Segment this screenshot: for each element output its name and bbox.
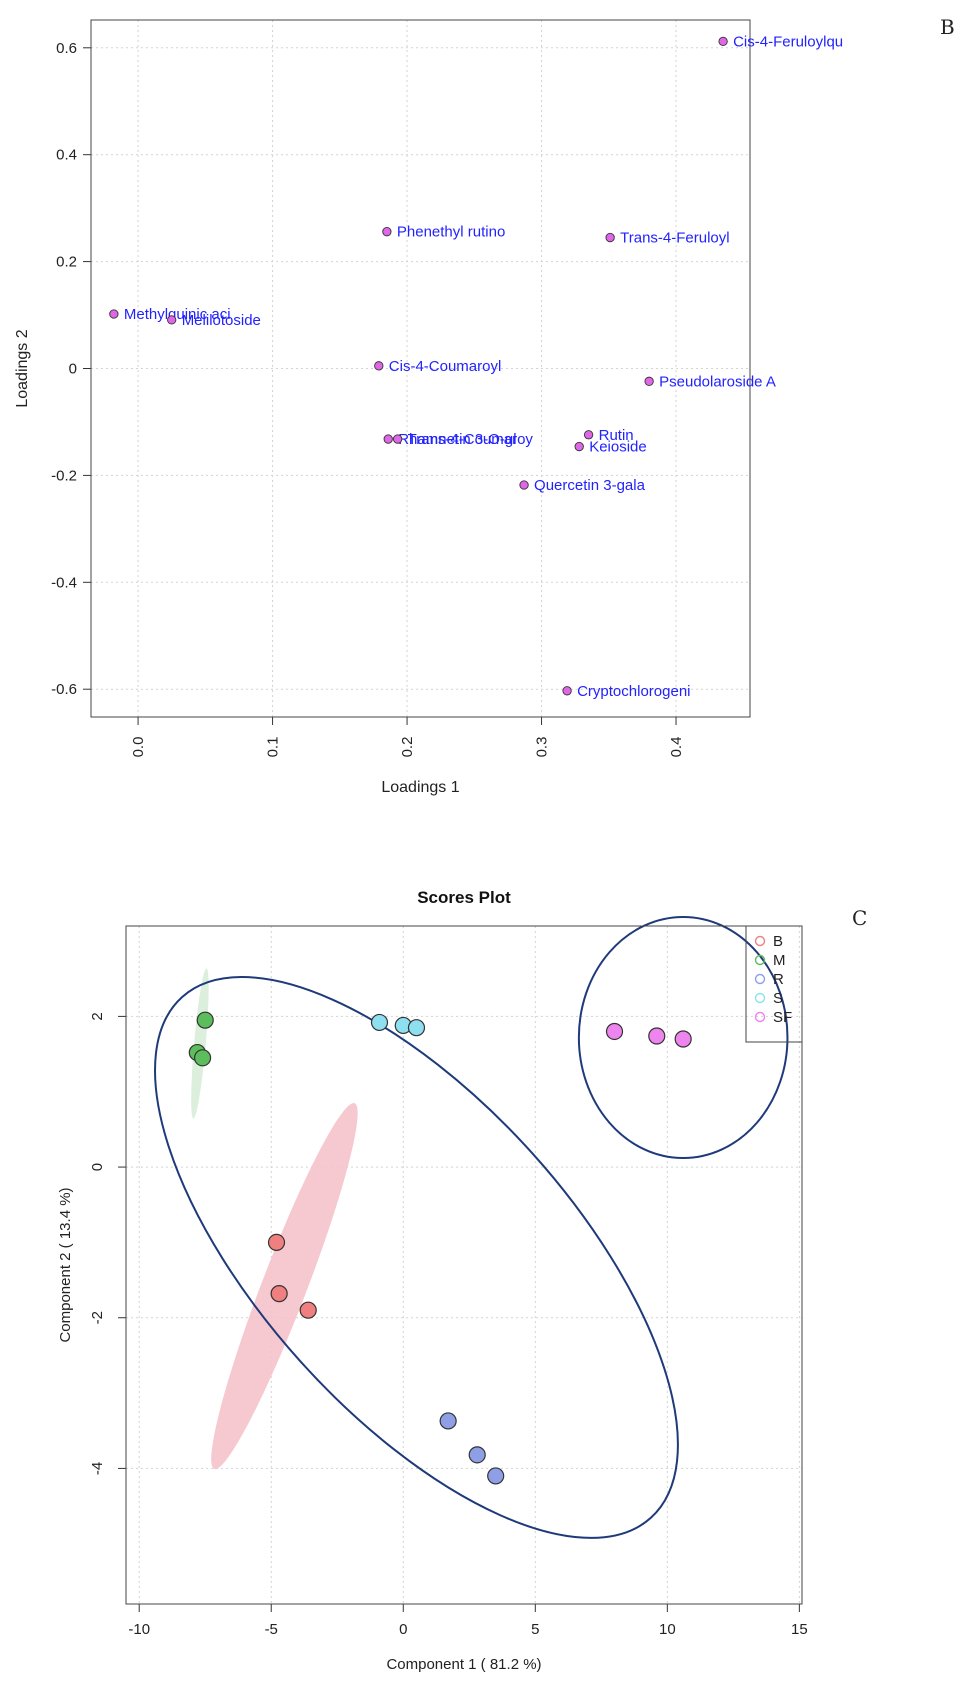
loading-label: Trans-4-Coumaroy xyxy=(408,431,534,448)
x-axis-label: Component 1 ( 81.2 %) xyxy=(386,1656,541,1673)
legend-label: S xyxy=(773,990,783,1007)
score-point-m xyxy=(196,1011,214,1029)
loading-label: Cryptochlorogeni xyxy=(577,683,690,700)
score-point-s xyxy=(407,1019,426,1037)
score-point-b xyxy=(267,1233,286,1251)
score-point-b xyxy=(299,1301,317,1319)
loading-label: Melilotoside xyxy=(182,312,261,329)
loading-label: Quercetin 3-gala xyxy=(534,477,646,494)
loading-label: Trans-4-Feruloyl xyxy=(620,230,729,247)
score-point-sf xyxy=(674,1030,692,1048)
y-tick-label: -4 xyxy=(89,1462,106,1475)
legend-label: B xyxy=(773,933,783,950)
score-point-b xyxy=(270,1285,288,1303)
loading-label: Pseudolaroside A xyxy=(659,373,776,390)
x-tick-label: -5 xyxy=(265,1621,278,1638)
score-point-r xyxy=(439,1412,457,1430)
x-tick-label: 10 xyxy=(659,1621,676,1638)
confidence-ellipse-b xyxy=(211,1103,358,1470)
loading-point xyxy=(562,686,572,696)
cluster-outline-ellipse xyxy=(577,915,789,1160)
loading-label: Methylquinic aci xyxy=(124,306,231,323)
x-tick-label: 15 xyxy=(791,1621,808,1638)
legend-marker-s xyxy=(754,992,766,1004)
loading-point xyxy=(383,434,393,444)
legend-marker-m xyxy=(754,954,766,966)
panel-letter-c: C xyxy=(852,906,868,930)
loading-point xyxy=(583,430,594,440)
loading-point xyxy=(374,361,384,371)
loading-point xyxy=(382,227,392,237)
y-tick-label: 0.4 xyxy=(56,147,77,164)
y-tick-label: -0.4 xyxy=(51,574,77,591)
plot-frame xyxy=(90,19,751,718)
x-tick-label: 0.3 xyxy=(534,737,551,758)
confidence-ellipse-m xyxy=(191,968,209,1119)
loading-label: Rhamnetin 3-O-gl xyxy=(398,431,516,448)
loading-point xyxy=(718,36,728,47)
loading-label: Rutin xyxy=(599,427,634,444)
chart-title: Scores Plot xyxy=(417,888,511,907)
x-tick-label: 0.2 xyxy=(399,737,416,758)
x-tick-label: 5 xyxy=(531,1621,539,1638)
y-tick-label: 0 xyxy=(69,361,77,378)
y-axis-label: Loadings 2 xyxy=(14,329,31,407)
plot-frame xyxy=(125,925,803,1605)
loading-point xyxy=(392,434,403,444)
loading-point xyxy=(574,441,584,452)
legend-marker-r xyxy=(754,973,766,985)
scores-plot: Scores Plot-10 -5 0 5 10 1520-2-4BMRSSFCompon… xyxy=(57,888,808,1673)
y-tick-label: 0 xyxy=(89,1163,106,1171)
loading-label: Keioside xyxy=(589,439,647,456)
legend-label: SF xyxy=(773,1009,792,1026)
y-tick-label: 0.2 xyxy=(56,254,77,271)
x-tick-label: -10 xyxy=(128,1621,150,1638)
loading-label: Cis-4-Feruloylqu xyxy=(733,33,843,50)
score-point-sf xyxy=(605,1022,624,1041)
loading-point xyxy=(167,315,177,325)
score-point-r xyxy=(468,1446,486,1464)
score-point-r xyxy=(487,1467,505,1485)
y-tick-label: -0.6 xyxy=(51,681,77,698)
panel-letter-b: B xyxy=(940,15,955,39)
cluster-outline-ellipse xyxy=(154,976,679,1539)
y-axis-label: Component 2 ( 13.4 %) xyxy=(57,1187,74,1342)
x-tick-label: 0.1 xyxy=(265,737,282,758)
legend-marker-sf xyxy=(754,1011,766,1023)
loading-label: Phenethyl rutino xyxy=(397,224,505,241)
loading-point xyxy=(109,309,119,319)
y-tick-label: -0.2 xyxy=(51,467,77,484)
y-tick-label: 0.6 xyxy=(56,40,77,57)
legend-label: M xyxy=(773,952,786,969)
score-point-m xyxy=(193,1049,212,1067)
legend-label: R xyxy=(773,971,784,988)
score-point-s xyxy=(370,1013,389,1032)
loading-label: Cis-4-Coumaroyl xyxy=(389,358,502,375)
legend-marker-b xyxy=(754,935,766,947)
x-axis-label: Loadings 1 xyxy=(381,779,459,796)
loading-point xyxy=(605,232,615,243)
legend-box xyxy=(745,925,803,1043)
score-point-sf xyxy=(648,1027,666,1045)
loading-point xyxy=(519,480,529,490)
loading-point xyxy=(644,376,654,386)
loadings-plot: 0.0 0.1 0.2 0.3 0.4 0.6 0.4 0.2 0 -0.2 -0.4 -0.6 Cis… xyxy=(14,19,843,796)
y-tick-label: -2 xyxy=(89,1311,106,1324)
x-tick-label: 0.0 xyxy=(130,737,147,758)
x-tick-label: 0 xyxy=(399,1621,407,1638)
x-tick-label: 0.4 xyxy=(668,737,685,758)
y-tick-label: 2 xyxy=(89,1012,106,1020)
